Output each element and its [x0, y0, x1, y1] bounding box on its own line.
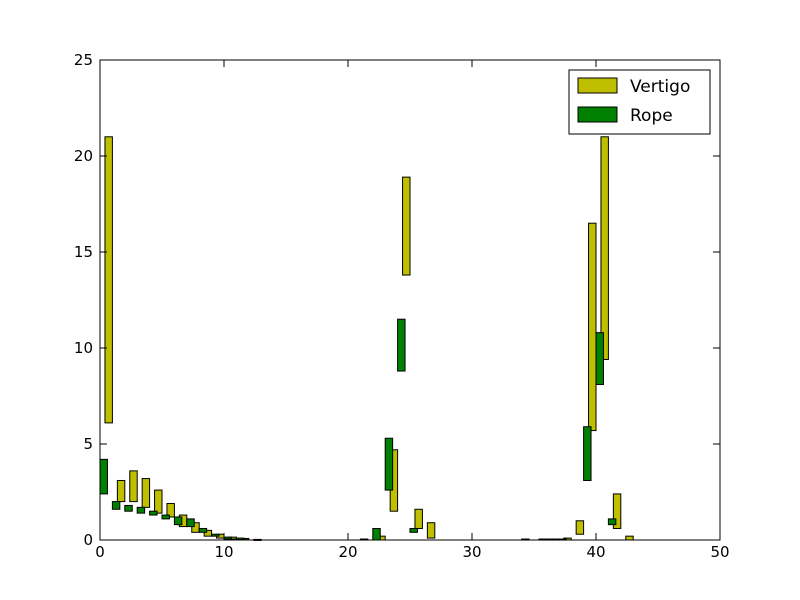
bar-rope [235, 537, 245, 541]
plot-frame [99, 59, 721, 541]
bar-vertigo [402, 176, 411, 276]
bar-rope [161, 514, 170, 520]
y-tick-labels: 0 5 10 15 20 25 [74, 51, 93, 549]
bar-rope [149, 510, 158, 516]
legend-label-vertigo: Vertigo [630, 77, 690, 97]
y-tick-label: 0 [83, 531, 93, 549]
x-tick-label: 50 [710, 543, 729, 561]
x-tick-label: 30 [462, 543, 481, 561]
bar-rope [397, 318, 406, 372]
bar-rope [186, 518, 195, 528]
bar-vertigo [426, 522, 436, 539]
bar-rope [136, 506, 146, 514]
bar-rope [223, 536, 232, 540]
bar-vertigo [600, 136, 609, 361]
y-tick-label: 20 [74, 147, 93, 165]
plot-area-background [100, 60, 720, 540]
bar-vertigo [141, 478, 151, 508]
bar-rope [124, 504, 133, 512]
bar-vertigo [116, 479, 126, 503]
bar-vertigo [625, 535, 634, 541]
bar-rope [198, 527, 208, 533]
bar-rope [409, 527, 418, 533]
bar-rope [384, 437, 394, 491]
bar-vertigo [104, 136, 113, 424]
y-tick-label: 5 [83, 435, 93, 453]
legend: Vertigo Rope [568, 69, 711, 135]
bar-vertigo [166, 503, 175, 518]
x-tick-label: 20 [338, 543, 357, 561]
bar-rope [211, 533, 220, 537]
bar-rope [372, 527, 381, 541]
bar-rope [583, 426, 592, 481]
bar-rope [607, 518, 617, 526]
y-tick-label: 15 [74, 243, 93, 261]
bar-vertigo [129, 470, 138, 503]
x-tick-label: 10 [214, 543, 233, 561]
bar-rope [173, 516, 183, 526]
y-tick-label: 10 [74, 339, 93, 357]
legend-swatch-rope [577, 106, 618, 123]
x-tick-label: 0 [95, 543, 105, 561]
x-tick-labels: 0 10 20 30 40 50 [95, 543, 729, 561]
x-tick-label: 40 [586, 543, 605, 561]
bar-rope [99, 458, 108, 495]
bar-rope [595, 332, 604, 385]
bar-vertigo [575, 520, 585, 535]
bar-vertigo [612, 493, 622, 529]
legend-label-rope: Rope [630, 106, 673, 126]
bar-vertigo [154, 489, 163, 514]
bar-vertigo [414, 508, 423, 529]
bar-vertigo [588, 222, 597, 432]
legend-swatch-vertigo [577, 77, 618, 94]
bar-vertigo [203, 529, 213, 537]
y-tick-label: 25 [74, 51, 93, 69]
bar-rope [111, 501, 121, 510]
bar-vertigo [191, 522, 200, 533]
